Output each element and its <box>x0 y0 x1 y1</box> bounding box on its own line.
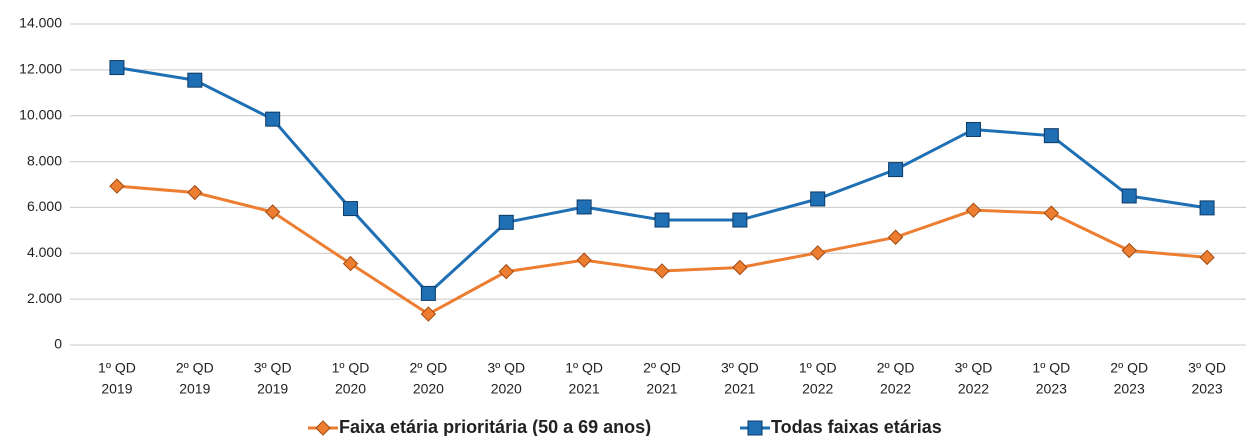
x-tick-label: 2021 <box>724 381 755 397</box>
x-tick-label: 2019 <box>179 381 210 397</box>
y-tick-label: 10.000 <box>19 106 62 122</box>
marker <box>654 212 670 228</box>
x-tick-label: 3º QD <box>487 360 525 376</box>
x-tick-label: 2019 <box>101 381 132 397</box>
x-tick-label: 2º QD <box>877 360 915 376</box>
y-tick-label: 4.000 <box>27 244 62 260</box>
y-tick-label: 0 <box>54 336 62 352</box>
x-tick-label: 2021 <box>569 381 600 397</box>
x-tick-label: 2022 <box>880 381 911 397</box>
y-tick-label: 14.000 <box>19 15 62 31</box>
x-tick-label: 2º QD <box>643 360 681 376</box>
marker <box>732 212 748 228</box>
x-tick-label: 1º QD <box>565 360 603 376</box>
x-tick-label: 3º QD <box>254 360 292 376</box>
marker <box>420 306 437 322</box>
marker <box>342 255 359 272</box>
marker <box>187 184 203 201</box>
marker <box>420 285 436 301</box>
x-tick-label: 1º QD <box>799 360 837 376</box>
series-line <box>116 184 1208 316</box>
x-tick-label: 3º QD <box>1188 360 1226 376</box>
x-tick-label: 1º QD <box>98 360 136 376</box>
marker <box>1121 242 1137 259</box>
x-tick-label: 2020 <box>335 381 366 397</box>
x-tick-label: 2020 <box>491 381 522 397</box>
marker <box>732 259 748 276</box>
x-tick-label: 2º QD <box>1110 360 1148 376</box>
marker <box>887 229 904 245</box>
marker <box>576 199 592 215</box>
series-line <box>116 66 1208 296</box>
marker <box>498 263 514 280</box>
x-tick-label: 2019 <box>257 381 288 397</box>
x-tick-label: 2022 <box>958 381 989 397</box>
x-tick-label: 1º QD <box>1032 360 1070 376</box>
x-tick-label: 2022 <box>802 381 833 397</box>
marker <box>498 214 514 230</box>
marker <box>1121 188 1137 204</box>
marker <box>343 201 359 217</box>
marker <box>1199 249 1215 266</box>
x-tick-label: 2023 <box>1191 381 1222 397</box>
legend-label: Faixa etária prioritária (50 a 69 anos) <box>339 417 651 436</box>
marker <box>888 162 904 178</box>
marker <box>187 72 203 88</box>
marker <box>1043 128 1059 144</box>
x-tick-label: 2º QD <box>176 360 214 376</box>
marker <box>965 202 982 218</box>
y-tick-label: 2.000 <box>27 290 62 306</box>
marker <box>1043 205 1060 221</box>
marker <box>965 121 981 137</box>
marker <box>654 263 670 279</box>
marker <box>1199 200 1215 216</box>
marker <box>109 178 125 194</box>
marker <box>576 252 592 268</box>
legend-label: Todas faixas etárias <box>771 417 942 436</box>
marker <box>747 420 763 436</box>
marker <box>264 204 281 220</box>
x-tick-label: 2º QD <box>410 360 448 376</box>
x-tick-label: 2020 <box>413 381 444 397</box>
marker <box>315 420 331 436</box>
y-tick-label: 6.000 <box>27 198 62 214</box>
marker <box>810 191 826 207</box>
y-tick-label: 8.000 <box>27 152 62 168</box>
x-tick-label: 3º QD <box>721 360 759 376</box>
marker <box>109 60 125 76</box>
x-tick-label: 1º QD <box>332 360 370 376</box>
marker <box>810 245 826 261</box>
x-tick-label: 2023 <box>1114 381 1145 397</box>
marker <box>265 111 281 127</box>
x-tick-label: 2023 <box>1036 381 1067 397</box>
x-tick-label: 3º QD <box>955 360 993 376</box>
x-tick-label: 2021 <box>646 381 677 397</box>
y-tick-label: 12.000 <box>19 61 62 77</box>
